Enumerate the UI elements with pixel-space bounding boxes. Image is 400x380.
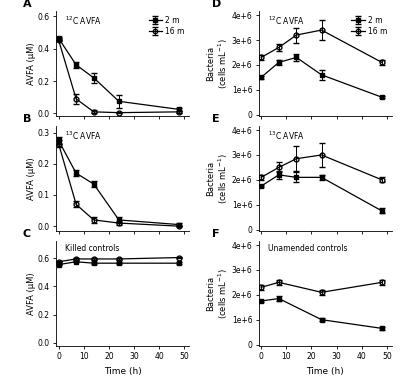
Text: $^{13}$C AVFA: $^{13}$C AVFA <box>65 130 102 142</box>
Legend: 2 m, 16 m: 2 m, 16 m <box>148 15 186 36</box>
Y-axis label: AVFA (μM): AVFA (μM) <box>27 272 36 315</box>
Y-axis label: Bacteria
(cells mL$^{-1}$): Bacteria (cells mL$^{-1}$) <box>206 153 230 204</box>
Text: A: A <box>23 0 31 10</box>
Text: $^{12}$C AVFA: $^{12}$C AVFA <box>268 14 305 27</box>
Y-axis label: Bacteria
(cells mL$^{-1}$): Bacteria (cells mL$^{-1}$) <box>206 268 230 319</box>
Y-axis label: AVFA (μM): AVFA (μM) <box>27 157 36 200</box>
Text: $^{13}$C AVFA: $^{13}$C AVFA <box>268 130 305 142</box>
Text: Killed controls: Killed controls <box>65 244 120 253</box>
X-axis label: Time (h): Time (h) <box>306 367 344 375</box>
Y-axis label: Bacteria
(cells mL$^{-1}$): Bacteria (cells mL$^{-1}$) <box>206 38 230 89</box>
Legend: 2 m, 16 m: 2 m, 16 m <box>350 15 388 36</box>
X-axis label: Time (h): Time (h) <box>104 367 142 375</box>
Y-axis label: AVFA (μM): AVFA (μM) <box>27 42 36 85</box>
Text: C: C <box>23 229 31 239</box>
Text: E: E <box>212 114 220 124</box>
Text: F: F <box>212 229 220 239</box>
Text: $^{12}$C AVFA: $^{12}$C AVFA <box>65 14 102 27</box>
Text: D: D <box>212 0 221 10</box>
Text: B: B <box>23 114 31 124</box>
Text: Unamended controls: Unamended controls <box>268 244 348 253</box>
